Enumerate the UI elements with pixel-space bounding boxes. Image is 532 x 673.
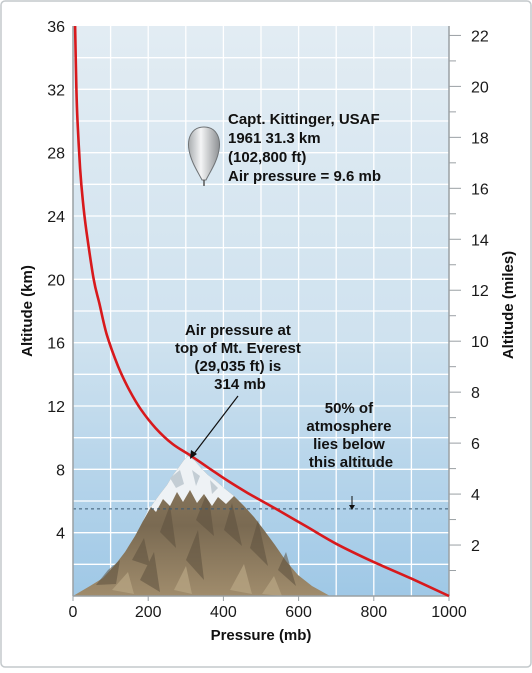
y2-tick-label: 6	[471, 436, 480, 453]
y-axis-title: Altitude (km)	[19, 265, 36, 357]
y-tick-label: 20	[47, 272, 65, 289]
tick-labels: 0 200 400 600 800 100048121620242832362468101…	[47, 19, 489, 621]
pressure-altitude-curve	[73, 25, 450, 598]
y-tick-label: 4	[56, 526, 65, 543]
half-atmosphere-line-3: lies below	[313, 436, 385, 453]
y2-tick-label: 16	[471, 181, 489, 198]
y2-tick-label: 2	[471, 538, 480, 555]
kittinger-line-3: (102,800 ft)	[228, 149, 306, 166]
x-tick-label: 400	[210, 604, 237, 621]
kittinger-annotation: Capt. Kittinger, USAF 1961 31.3 km (102,…	[228, 111, 384, 185]
half-atmosphere-line-1: 50% of	[325, 400, 374, 417]
y2-tick-label: 22	[471, 28, 489, 45]
half-atmosphere-line-4: this altitude	[309, 454, 393, 471]
y2-tick-label: 8	[471, 385, 480, 402]
y-tick-label: 36	[47, 19, 65, 36]
x-tick-label: 800	[360, 604, 387, 621]
x-tick-label: 200	[135, 604, 162, 621]
half-atmosphere-arrow	[349, 496, 355, 510]
balloon-icon	[188, 126, 220, 186]
x-tick-label: 0	[69, 604, 78, 621]
everest-line-4: 314 mb	[214, 376, 266, 393]
kittinger-line-4: Air pressure = 9.6 mb	[228, 168, 381, 185]
y2-tick-label: 14	[471, 232, 489, 249]
y2-axis-title: Altitude (miles)	[500, 251, 517, 359]
everest-arrow	[190, 395, 239, 459]
y2-tick-label: 18	[471, 130, 489, 147]
y-tick-label: 8	[56, 462, 65, 479]
y-tick-label: 12	[47, 399, 65, 416]
y-tick-label: 24	[47, 209, 65, 226]
y-tick-label: 32	[47, 82, 65, 99]
everest-line-3: (29,035 ft) is	[195, 358, 282, 375]
x-axis-title: Pressure (mb)	[211, 627, 312, 644]
half-atmosphere-line-2: atmosphere	[306, 418, 391, 435]
kittinger-line-2: 1961 31.3 km	[228, 130, 321, 147]
everest-line-2: top of Mt. Everest	[175, 340, 301, 357]
everest-line-1: Air pressure at	[185, 322, 291, 339]
y-tick-label: 28	[47, 146, 65, 163]
everest-annotation: Air pressure at top of Mt. Everest (29,0…	[175, 322, 305, 393]
y2-tick-label: 20	[471, 79, 489, 96]
y2-tick-label: 4	[471, 487, 480, 504]
x-tick-label: 1000	[431, 604, 467, 621]
y2-tick-label: 12	[471, 283, 489, 300]
x-tick-label: 600	[285, 604, 312, 621]
mountain-illustration	[73, 456, 330, 596]
y2-tick-label: 10	[471, 334, 489, 351]
y-tick-label: 16	[47, 336, 65, 353]
kittinger-line-1: Capt. Kittinger, USAF	[228, 111, 380, 128]
half-atmosphere-annotation: 50% of atmosphere lies below this altitu…	[306, 400, 395, 471]
